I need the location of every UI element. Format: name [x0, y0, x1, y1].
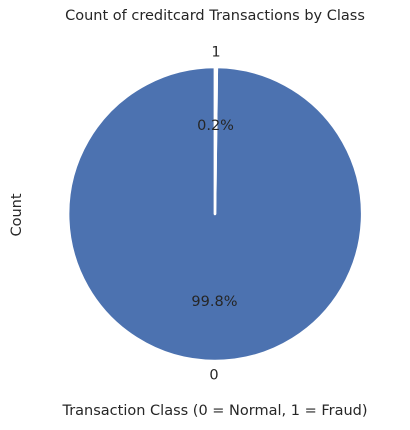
pie-slice-1 — [213, 65, 219, 216]
x-axis-label: Transaction Class (0 = Normal, 1 = Fraud… — [62, 403, 368, 419]
chart-title: Count of creditcard Transactions by Clas… — [65, 8, 365, 24]
slice-percent-label-1: 0.2% — [197, 118, 234, 134]
y-axis-label: Count — [9, 193, 25, 237]
slice-label-1: 1 — [211, 44, 220, 60]
slice-percent-label-0: 99.8% — [191, 294, 237, 310]
slice-label-0: 0 — [209, 368, 218, 384]
